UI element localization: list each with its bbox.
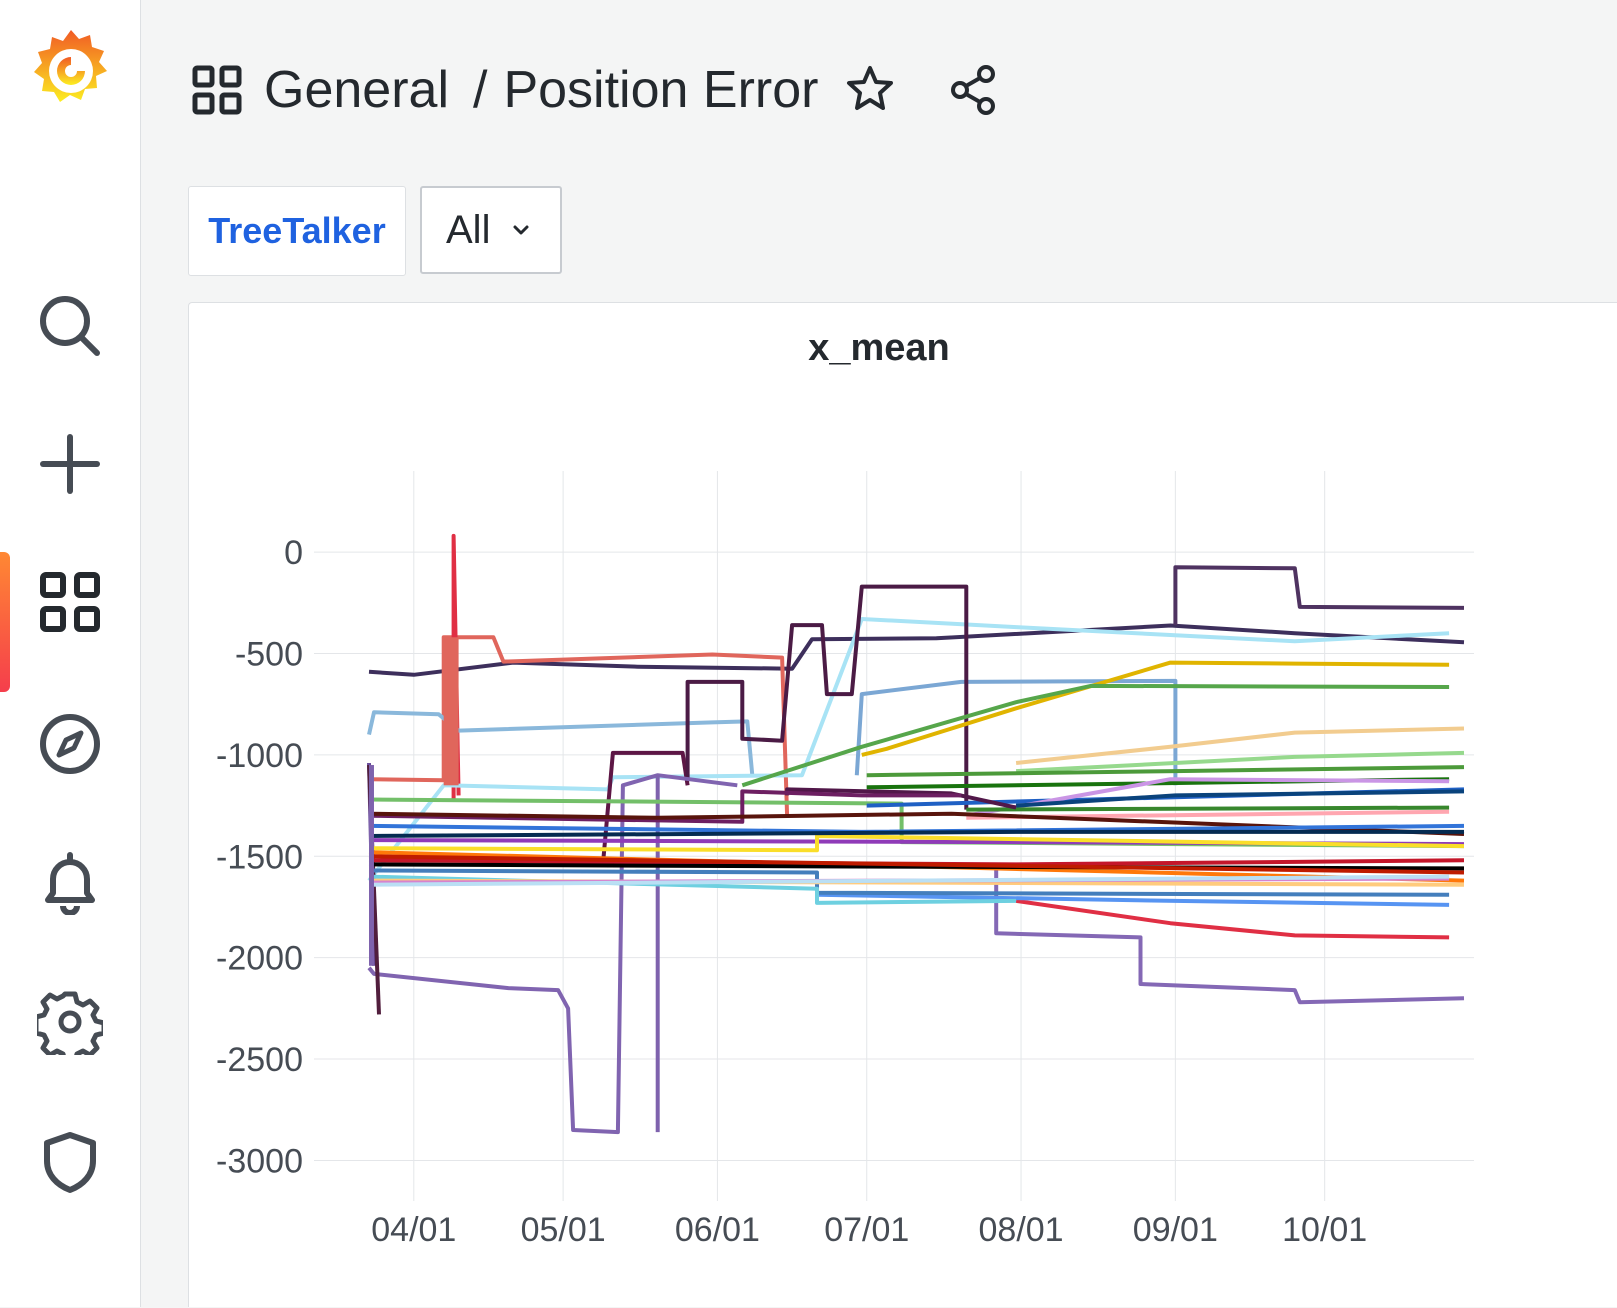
active-indicator bbox=[0, 552, 10, 692]
share-icon[interactable] bbox=[948, 64, 1000, 116]
breadcrumb-separator: / bbox=[473, 61, 488, 119]
series-line bbox=[1015, 898, 1450, 940]
breadcrumb-folder[interactable]: General bbox=[264, 61, 449, 119]
series-line bbox=[854, 678, 1178, 786]
series-line bbox=[600, 750, 690, 865]
series-line bbox=[994, 868, 1465, 1005]
apps-icon bbox=[40, 572, 100, 632]
series-line bbox=[368, 834, 1465, 853]
series-line bbox=[368, 854, 1465, 875]
series-line bbox=[966, 805, 1450, 812]
y-tick-label: 0 bbox=[284, 534, 303, 572]
x-tick-label: 04/01 bbox=[371, 1211, 456, 1249]
bell-icon bbox=[45, 852, 95, 915]
series-line bbox=[1015, 750, 1465, 774]
series-line bbox=[1015, 726, 1465, 765]
compass-icon bbox=[40, 714, 100, 774]
variable-select-value: All bbox=[446, 207, 491, 252]
panel-title[interactable]: x_mean bbox=[808, 327, 950, 369]
x-tick-label: 10/01 bbox=[1282, 1211, 1367, 1249]
sidebar-item-server-admin[interactable] bbox=[0, 1112, 140, 1212]
star-icon[interactable] bbox=[844, 64, 896, 116]
series-line bbox=[368, 789, 962, 824]
series-band bbox=[369, 765, 374, 966]
series-band bbox=[443, 637, 459, 786]
y-tick-label: -500 bbox=[235, 636, 303, 674]
y-tick-label: -2000 bbox=[216, 940, 303, 978]
series-line bbox=[685, 584, 969, 810]
search-icon bbox=[40, 296, 100, 356]
variable-label: TreeTalker bbox=[188, 186, 406, 276]
gear-icon bbox=[37, 991, 103, 1055]
series-line bbox=[368, 623, 1465, 677]
dashboard-header: General / Position Error bbox=[192, 50, 1000, 130]
page-title[interactable]: Position Error bbox=[503, 61, 819, 119]
series-line bbox=[368, 874, 1450, 887]
sidebar-item-dashboards[interactable] bbox=[0, 552, 140, 652]
series-line bbox=[368, 811, 1465, 836]
sidebar-item-explore[interactable] bbox=[0, 694, 140, 794]
y-tick-label: -3000 bbox=[216, 1142, 303, 1180]
series-line bbox=[367, 617, 1450, 882]
x-tick-label: 05/01 bbox=[521, 1211, 606, 1249]
series-line bbox=[861, 660, 1450, 757]
variable-select[interactable]: All bbox=[420, 186, 562, 274]
sidebar-item-create[interactable] bbox=[0, 414, 140, 514]
x-tick-label: 09/01 bbox=[1133, 1211, 1218, 1249]
series-line bbox=[367, 710, 755, 776]
x-tick-label: 06/01 bbox=[675, 1211, 760, 1249]
y-tick-label: -1000 bbox=[216, 737, 303, 775]
line-chart[interactable]: 04/01 05/01 06/01 07/01 08/01 09/01 10/01 0 -500… bbox=[189, 303, 1617, 1308]
series-line bbox=[866, 765, 1465, 778]
x-tick-label: 08/01 bbox=[979, 1211, 1064, 1249]
sidebar bbox=[0, 0, 141, 1307]
chevron-down-icon bbox=[513, 225, 529, 235]
x-tick-label: 07/01 bbox=[824, 1211, 909, 1249]
sidebar-item-configuration[interactable] bbox=[0, 972, 140, 1072]
plus-icon bbox=[40, 434, 100, 494]
grafana-logo-icon[interactable] bbox=[26, 24, 116, 114]
series-line bbox=[1015, 789, 1465, 808]
y-tick-label: -1500 bbox=[216, 838, 303, 876]
series-line bbox=[741, 683, 1450, 788]
series-line bbox=[1173, 565, 1465, 626]
y-tick-label: -2500 bbox=[216, 1041, 303, 1079]
graph-panel[interactable]: x_mean 04/01 05/01 06/01 07/01 08/01 09/01 10/… bbox=[188, 302, 1617, 1307]
apps-icon bbox=[192, 65, 242, 115]
series-line bbox=[367, 773, 738, 1135]
shield-icon bbox=[44, 1132, 96, 1193]
series-line bbox=[368, 829, 1464, 838]
sidebar-item-alerting[interactable] bbox=[0, 832, 140, 932]
sidebar-item-search[interactable] bbox=[0, 276, 140, 376]
